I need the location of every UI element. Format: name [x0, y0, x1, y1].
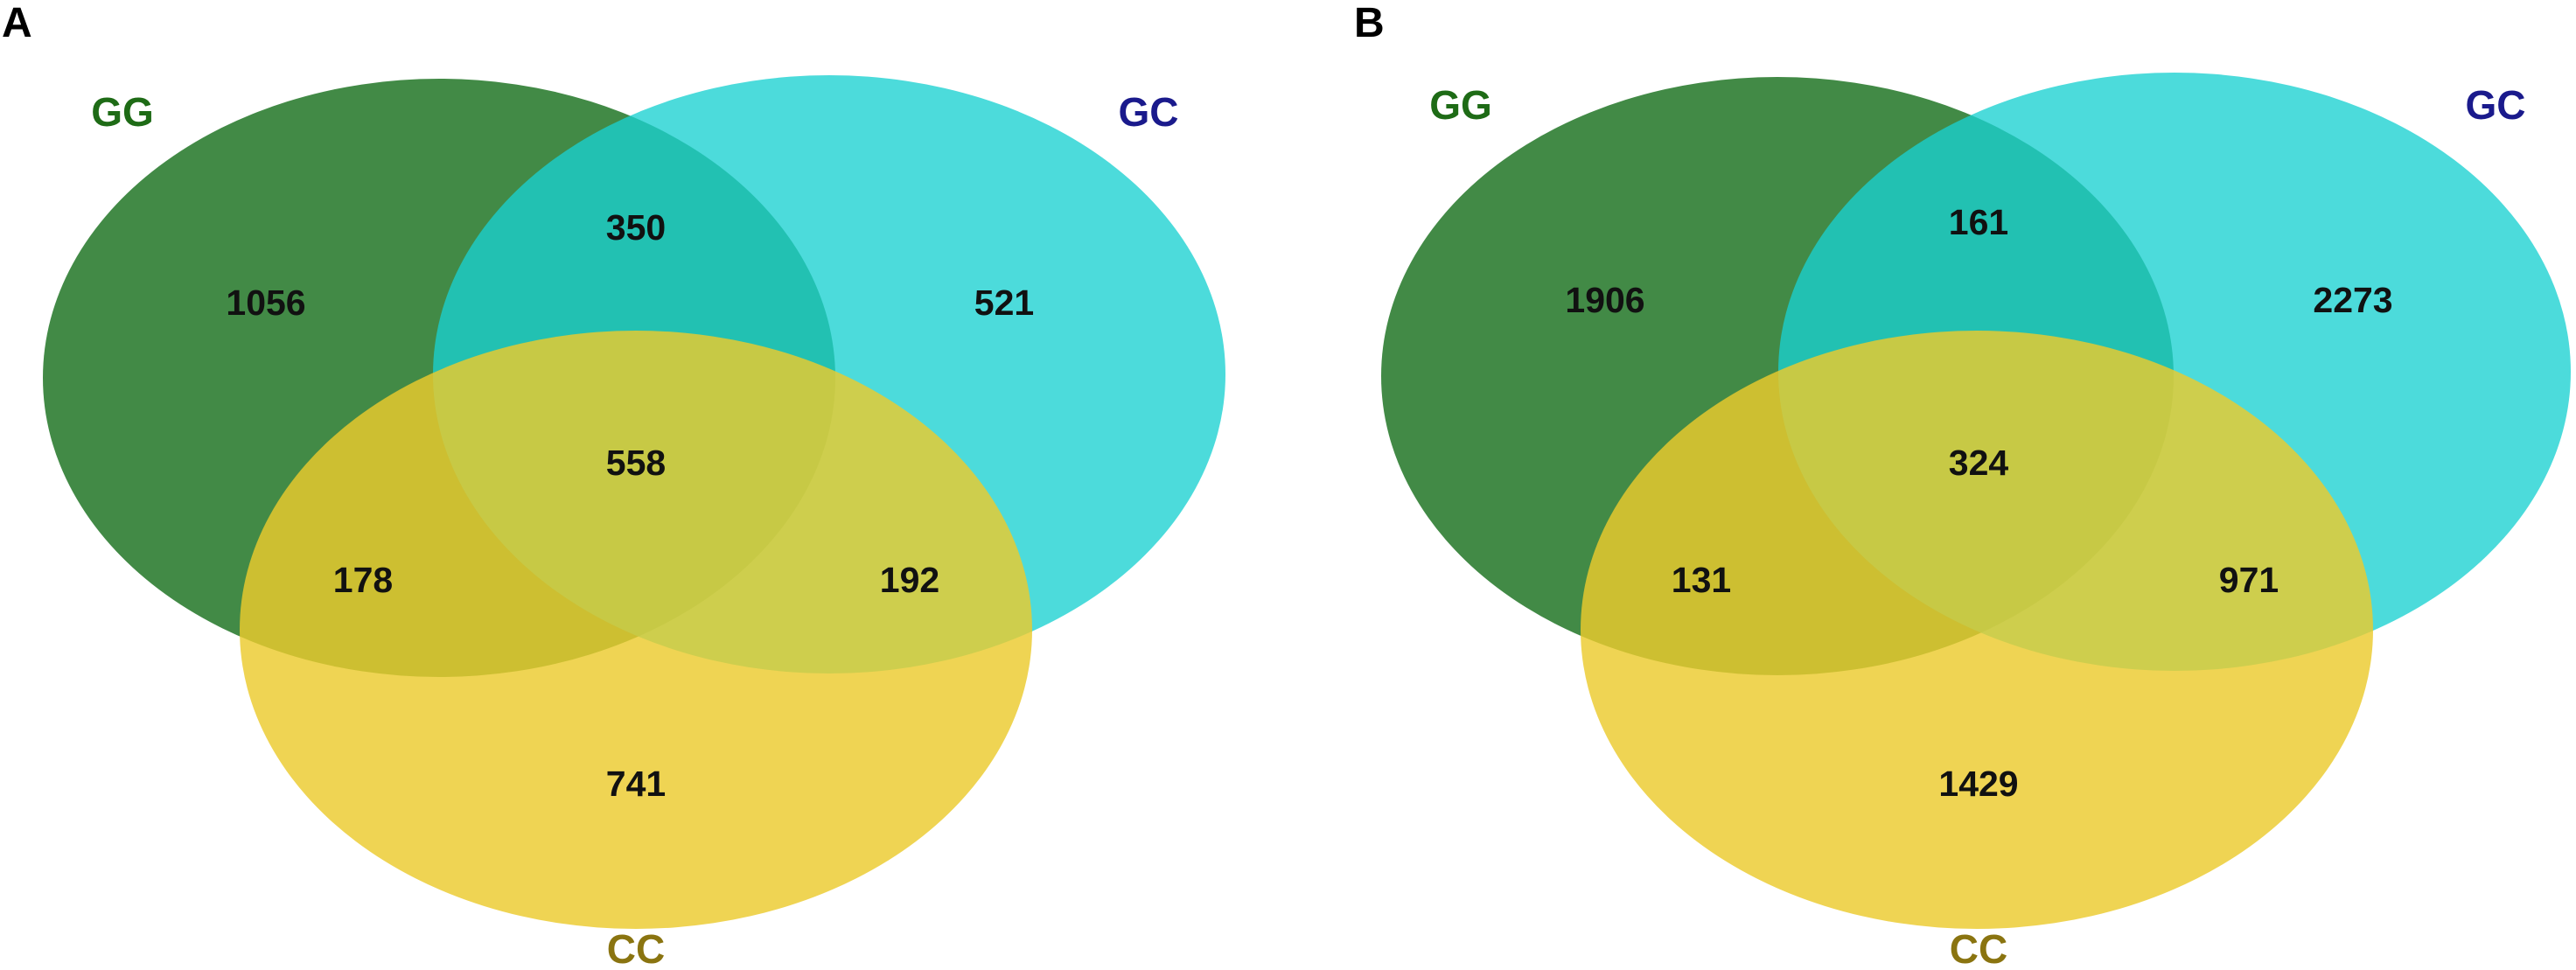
panel-letter-b: B — [1354, 0, 1385, 46]
set-label-gg: GG — [91, 89, 154, 135]
set-label-gc: GC — [2466, 82, 2526, 128]
count-gg-cc: 178 — [333, 560, 393, 600]
count-gg-only: 1056 — [226, 283, 305, 323]
set-cc-ellipse — [240, 331, 1032, 929]
count-all: 324 — [1949, 443, 2009, 483]
set-label-gg: GG — [1429, 82, 1492, 128]
panel-letter-a: A — [2, 0, 32, 46]
set-label-gc: GC — [1119, 89, 1179, 135]
set-label-cc: CC — [1950, 926, 2007, 970]
venn-panel-b: B GG GC CC 1906 161 2273 324 131 971 142… — [1354, 0, 2571, 970]
count-all: 558 — [606, 443, 666, 483]
venn-panel-a: A GG GC CC 1056 350 521 558 178 192 741 — [2, 0, 1225, 970]
count-gg-gc: 350 — [606, 207, 666, 248]
set-cc-ellipse — [1581, 331, 2373, 929]
count-gg-cc: 131 — [1672, 560, 1731, 600]
count-gc-only: 521 — [974, 283, 1034, 323]
count-cc-only: 1429 — [1938, 764, 2018, 804]
count-gc-cc: 192 — [880, 560, 939, 600]
count-gg-gc: 161 — [1949, 202, 2008, 242]
count-gc-cc: 971 — [2219, 560, 2279, 600]
set-label-cc: CC — [607, 926, 665, 970]
count-gc-only: 2273 — [2313, 280, 2392, 320]
count-cc-only: 741 — [606, 764, 666, 804]
count-gg-only: 1906 — [1565, 280, 1644, 320]
